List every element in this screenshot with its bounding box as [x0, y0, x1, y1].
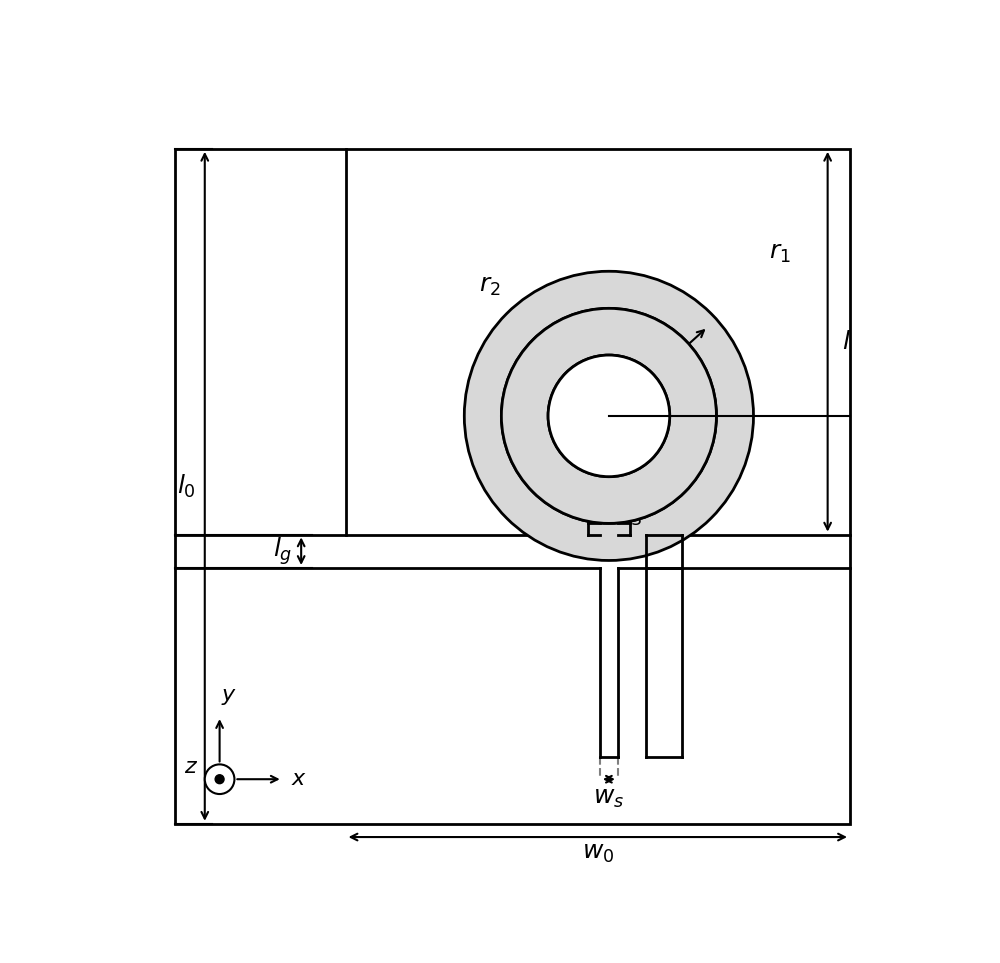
Text: $r_2$: $r_2$	[479, 274, 501, 299]
Circle shape	[464, 272, 753, 560]
Circle shape	[215, 775, 224, 784]
Circle shape	[205, 765, 234, 794]
Text: $w_s$: $w_s$	[593, 786, 624, 810]
Text: $w_0$: $w_0$	[582, 842, 614, 866]
Text: $z$: $z$	[184, 757, 198, 777]
Text: $l_0$: $l_0$	[177, 473, 196, 500]
Text: $r_1$: $r_1$	[769, 241, 790, 265]
Text: $g$: $g$	[549, 451, 607, 514]
Circle shape	[548, 355, 670, 477]
Text: $l_g$: $l_g$	[273, 535, 292, 567]
Circle shape	[548, 355, 670, 477]
Text: $y$: $y$	[221, 688, 236, 708]
Text: $x$: $x$	[291, 769, 307, 789]
Text: $r_3$: $r_3$	[620, 504, 642, 528]
Text: $l$: $l$	[842, 329, 851, 353]
Circle shape	[501, 308, 716, 524]
Circle shape	[501, 308, 716, 524]
